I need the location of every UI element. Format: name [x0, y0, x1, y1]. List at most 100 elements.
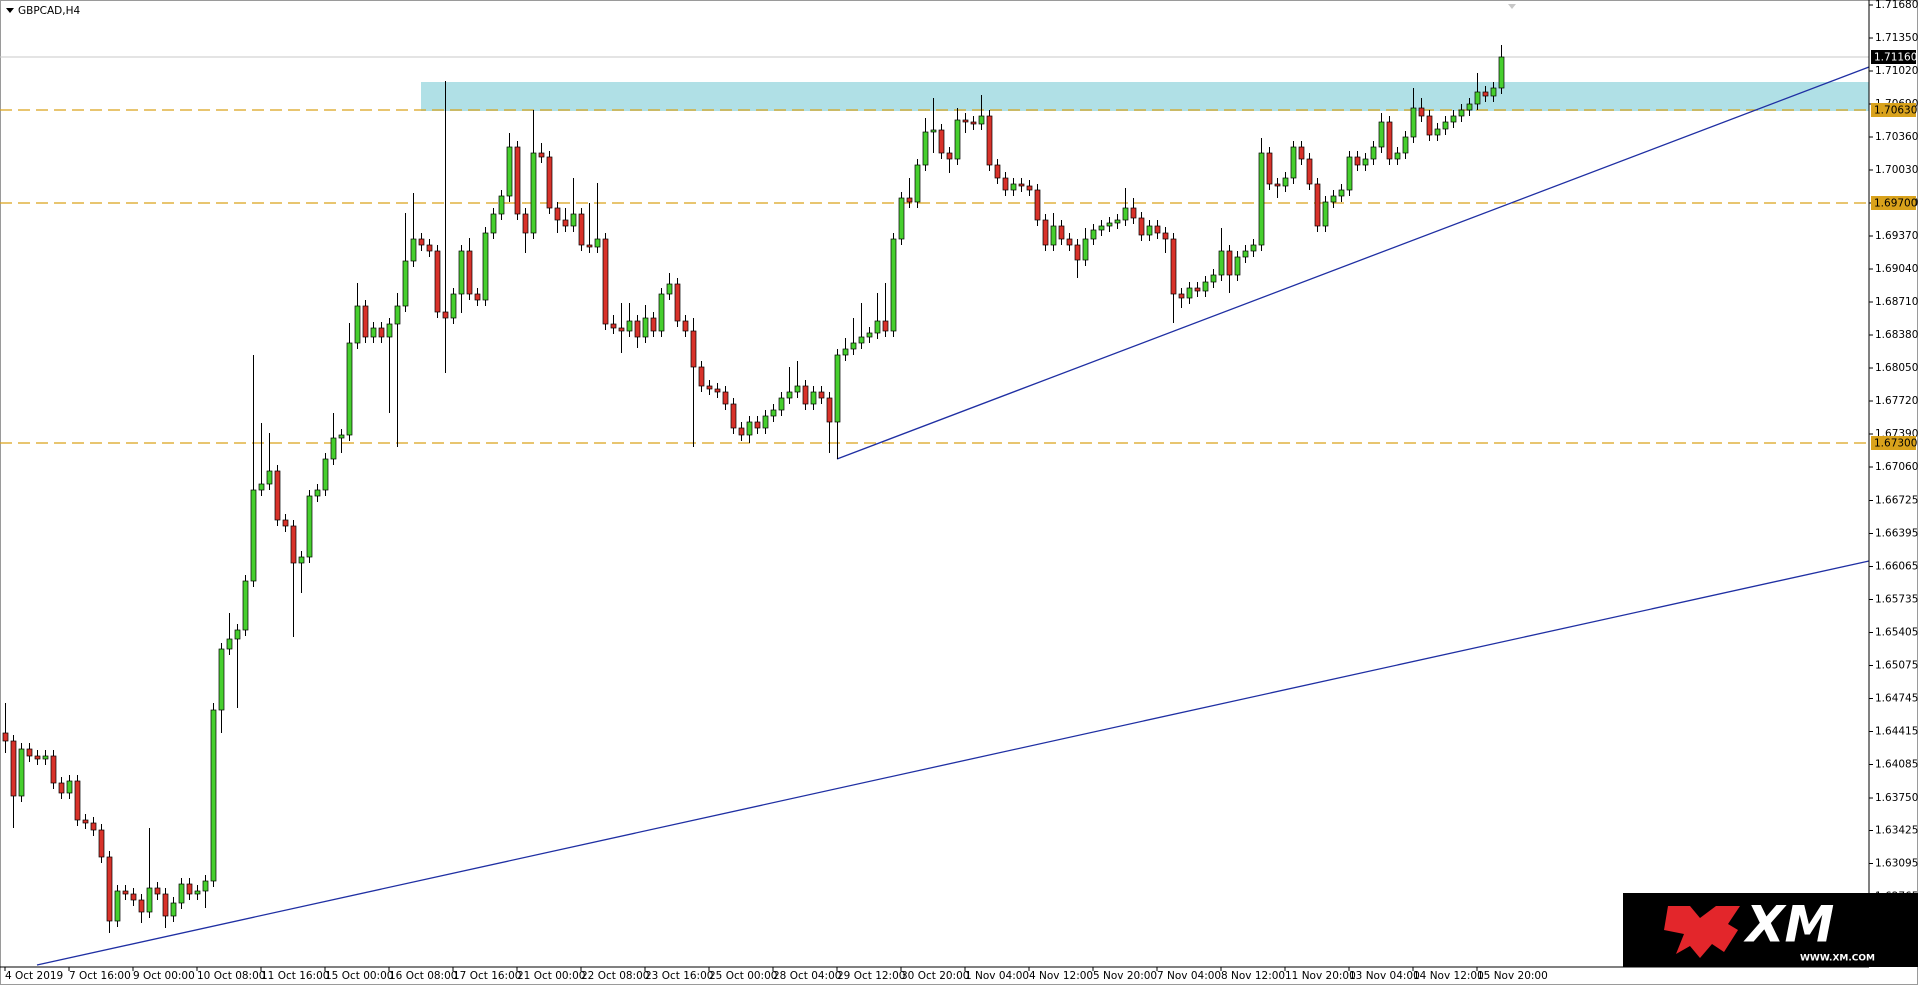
- candle-body: [1050, 225, 1057, 246]
- logo-url: WWW.XM.COM: [1800, 954, 1875, 964]
- candle-body: [66, 780, 73, 794]
- y-tick-label: 1.70030: [1875, 164, 1918, 176]
- candle-body: [194, 890, 201, 895]
- candle-body: [482, 232, 489, 301]
- candle-body: [1130, 207, 1137, 219]
- candle-body: [938, 129, 945, 154]
- candle-body: [1002, 177, 1009, 191]
- candle-body: [922, 131, 929, 166]
- x-tick-label: 28 Oct 04:00: [773, 970, 841, 982]
- candle-body: [1122, 207, 1129, 221]
- y-tick-label: 1.63750: [1875, 792, 1918, 804]
- level-label: 1.69700: [1874, 198, 1917, 210]
- candle-body: [1322, 201, 1329, 227]
- candle-body: [338, 434, 345, 439]
- candle-body: [450, 293, 457, 319]
- candle-body: [234, 629, 241, 640]
- menu-triangle[interactable]: [6, 8, 14, 13]
- trendline: [36, 560, 1870, 966]
- candle-body: [506, 146, 513, 197]
- candle-body: [826, 397, 833, 423]
- candle-body: [178, 883, 185, 904]
- candle-body: [602, 238, 609, 325]
- candle-body: [1178, 293, 1185, 299]
- candle-body: [210, 709, 217, 882]
- candle-body: [1442, 121, 1449, 130]
- candle-body: [322, 458, 329, 491]
- candle-body: [762, 415, 769, 429]
- x-tick-label: 29 Oct 12:00: [837, 970, 905, 982]
- candle-body: [1282, 177, 1289, 187]
- y-tick-label: 1.70360: [1875, 131, 1918, 143]
- candle-body: [1066, 238, 1073, 246]
- candle-body: [1274, 183, 1281, 187]
- chart-title: GBPCAD,H4: [18, 5, 81, 17]
- candle-body: [1194, 287, 1201, 292]
- candle-body: [858, 336, 865, 344]
- candle-body: [538, 152, 545, 158]
- candle-body: [682, 320, 689, 332]
- candle-body: [1474, 91, 1481, 105]
- candle-body: [1354, 156, 1361, 166]
- candle-body: [1434, 128, 1441, 136]
- candle-body: [330, 437, 337, 460]
- candle-body: [594, 238, 601, 248]
- candle-body: [930, 129, 937, 133]
- y-tick-label: 1.66725: [1875, 495, 1918, 507]
- candle-body: [1146, 225, 1153, 236]
- candle-body: [1098, 225, 1105, 231]
- y-tick-label: 1.62435: [1875, 924, 1918, 936]
- candle-body: [1018, 183, 1025, 187]
- y-tick-label: 1.65405: [1875, 627, 1918, 639]
- current-price-label: 1.71160: [1874, 52, 1917, 64]
- candle-body: [154, 887, 161, 895]
- plot: [0, 45, 1870, 966]
- candle-body: [34, 755, 41, 760]
- candle-body: [1338, 189, 1345, 197]
- level-label: 1.70630: [1874, 105, 1917, 117]
- candle-body: [266, 470, 273, 485]
- candle-body: [394, 305, 401, 325]
- y-tick-label: 1.62105: [1875, 957, 1918, 969]
- candle-body: [714, 388, 721, 393]
- candle-body: [962, 119, 969, 123]
- candle-body: [1370, 146, 1377, 160]
- x-tick-label: 30 Oct 20:00: [901, 970, 969, 982]
- candle-body: [1346, 156, 1353, 191]
- y-tick-label: 1.69040: [1875, 263, 1918, 275]
- x-tick-label: 11 Oct 16:00: [261, 970, 329, 982]
- x-tick-label: 16 Oct 08:00: [389, 970, 457, 982]
- candle-body: [1074, 244, 1081, 261]
- candle-body: [434, 250, 441, 313]
- y-tick-label: 1.68050: [1875, 362, 1918, 374]
- candle-body: [746, 421, 753, 436]
- y-tick-label: 1.65075: [1875, 660, 1918, 672]
- candle-body: [474, 293, 481, 301]
- candle-body: [1034, 189, 1041, 221]
- candle-body: [90, 822, 97, 831]
- candle-body: [562, 219, 569, 227]
- candle-body: [698, 366, 705, 387]
- candle-body: [1058, 225, 1065, 240]
- y-tick-label: 1.67060: [1875, 461, 1918, 473]
- candle-body: [954, 119, 961, 160]
- candle-body: [26, 748, 33, 757]
- candle-body: [1450, 115, 1457, 123]
- candle-body: [1490, 87, 1497, 97]
- candle-body: [226, 638, 233, 650]
- x-tick-label: 13 Nov 04:00: [1349, 970, 1420, 982]
- candle-body: [1210, 274, 1217, 283]
- x-tick-label: 4 Nov 12:00: [1029, 970, 1093, 982]
- candle-body: [1154, 225, 1161, 234]
- candle-body: [1418, 107, 1425, 117]
- candle-body: [626, 320, 633, 332]
- candle-body: [946, 152, 953, 160]
- x-tick-label: 25 Oct 00:00: [709, 970, 777, 982]
- candle-body: [1386, 121, 1393, 160]
- candle-body: [586, 244, 593, 248]
- logo-bull: [1664, 906, 1740, 958]
- candle-body: [722, 391, 729, 405]
- y-tick-label: 1.62765: [1875, 891, 1918, 903]
- candle-body: [458, 250, 465, 295]
- candle-body: [1202, 281, 1209, 292]
